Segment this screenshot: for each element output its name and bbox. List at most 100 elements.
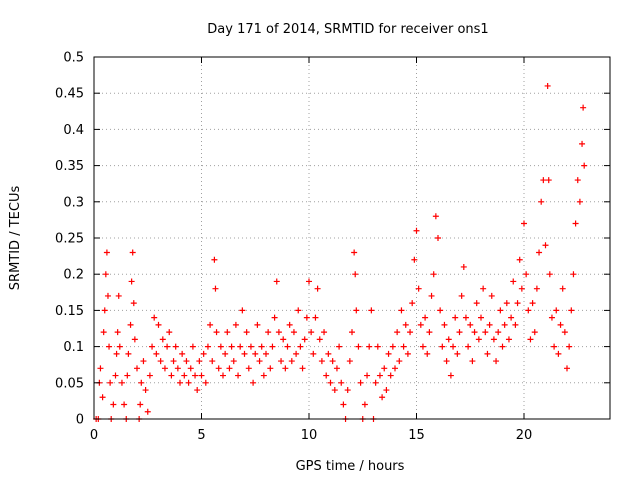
data-point	[228, 343, 235, 350]
data-point	[340, 401, 347, 408]
data-point	[237, 343, 244, 350]
data-point	[230, 358, 237, 365]
data-point	[215, 365, 222, 372]
data-point	[297, 343, 304, 350]
data-point	[490, 336, 497, 343]
data-point	[131, 336, 138, 343]
data-point	[510, 278, 517, 285]
data-point	[557, 321, 564, 328]
data-point	[443, 358, 450, 365]
data-point	[200, 350, 207, 357]
data-point	[579, 140, 586, 147]
data-point	[471, 329, 478, 336]
data-point	[396, 358, 403, 365]
data-point	[260, 372, 267, 379]
data-point	[574, 177, 581, 184]
data-point	[580, 104, 587, 111]
data-point	[284, 343, 291, 350]
data-point	[124, 372, 131, 379]
data-point	[536, 249, 543, 256]
data-point	[467, 321, 474, 328]
data-point	[318, 358, 325, 365]
y-tick-label: 0	[76, 413, 84, 428]
data-point	[400, 343, 407, 350]
data-point	[107, 379, 114, 386]
data-point	[239, 307, 246, 314]
data-point	[157, 358, 164, 365]
data-point	[211, 256, 218, 263]
data-point	[174, 365, 181, 372]
data-point	[355, 343, 362, 350]
data-point	[267, 365, 274, 372]
data-point	[568, 307, 575, 314]
data-point	[493, 358, 500, 365]
data-point	[204, 343, 211, 350]
data-point	[100, 329, 107, 336]
data-point	[325, 350, 332, 357]
data-point	[441, 321, 448, 328]
data-point	[258, 343, 265, 350]
data-point	[290, 329, 297, 336]
y-tick-label: 0.4	[63, 123, 84, 138]
data-point	[161, 365, 168, 372]
data-point	[385, 350, 392, 357]
data-point	[329, 358, 336, 365]
data-point	[235, 372, 242, 379]
data-point	[561, 329, 568, 336]
y-tick-label: 0.2	[63, 268, 84, 283]
data-point	[407, 329, 414, 336]
data-point	[232, 321, 239, 328]
data-point	[462, 314, 469, 321]
data-point	[383, 387, 390, 394]
data-point	[394, 329, 401, 336]
data-point	[222, 350, 229, 357]
data-point	[275, 329, 282, 336]
data-point	[252, 350, 259, 357]
data-point	[435, 235, 441, 241]
data-point	[183, 358, 190, 365]
data-point	[129, 249, 136, 256]
data-point	[437, 307, 444, 314]
data-points	[93, 82, 588, 422]
data-point	[112, 372, 119, 379]
data-point	[581, 162, 588, 169]
data-point	[564, 365, 570, 372]
data-point	[306, 278, 312, 285]
data-point	[115, 292, 122, 299]
data-point	[207, 321, 214, 328]
data-point	[422, 314, 429, 321]
data-point	[118, 379, 125, 386]
data-point	[327, 379, 334, 386]
data-point	[106, 343, 113, 350]
data-point	[189, 343, 196, 350]
data-point	[551, 343, 558, 350]
data-point	[351, 249, 358, 256]
data-point	[101, 307, 108, 314]
data-point	[402, 321, 409, 328]
y-tick-label: 0.05	[55, 376, 84, 391]
data-point	[430, 271, 437, 278]
data-point	[527, 336, 534, 343]
data-point	[445, 336, 452, 343]
data-point	[293, 350, 300, 357]
data-point	[525, 307, 532, 314]
data-point	[555, 350, 562, 357]
x-tick-label: 20	[516, 428, 533, 443]
data-point	[130, 300, 137, 307]
y-tick-label: 0.15	[55, 304, 84, 319]
data-point	[576, 198, 583, 205]
data-point	[419, 343, 426, 350]
data-point	[344, 387, 351, 394]
data-point	[209, 358, 216, 365]
y-tick-labels: 0 0.05 0.1 0.15 0.2 0.25 0.3 0.35 0.4 0.45 0.5	[55, 51, 84, 428]
data-point	[349, 329, 355, 336]
data-point	[516, 256, 523, 263]
data-point	[286, 321, 293, 328]
data-point	[475, 336, 482, 343]
data-point	[314, 285, 321, 292]
data-point	[153, 350, 160, 357]
data-point	[398, 307, 405, 314]
data-point	[505, 336, 512, 343]
data-point	[508, 314, 515, 321]
